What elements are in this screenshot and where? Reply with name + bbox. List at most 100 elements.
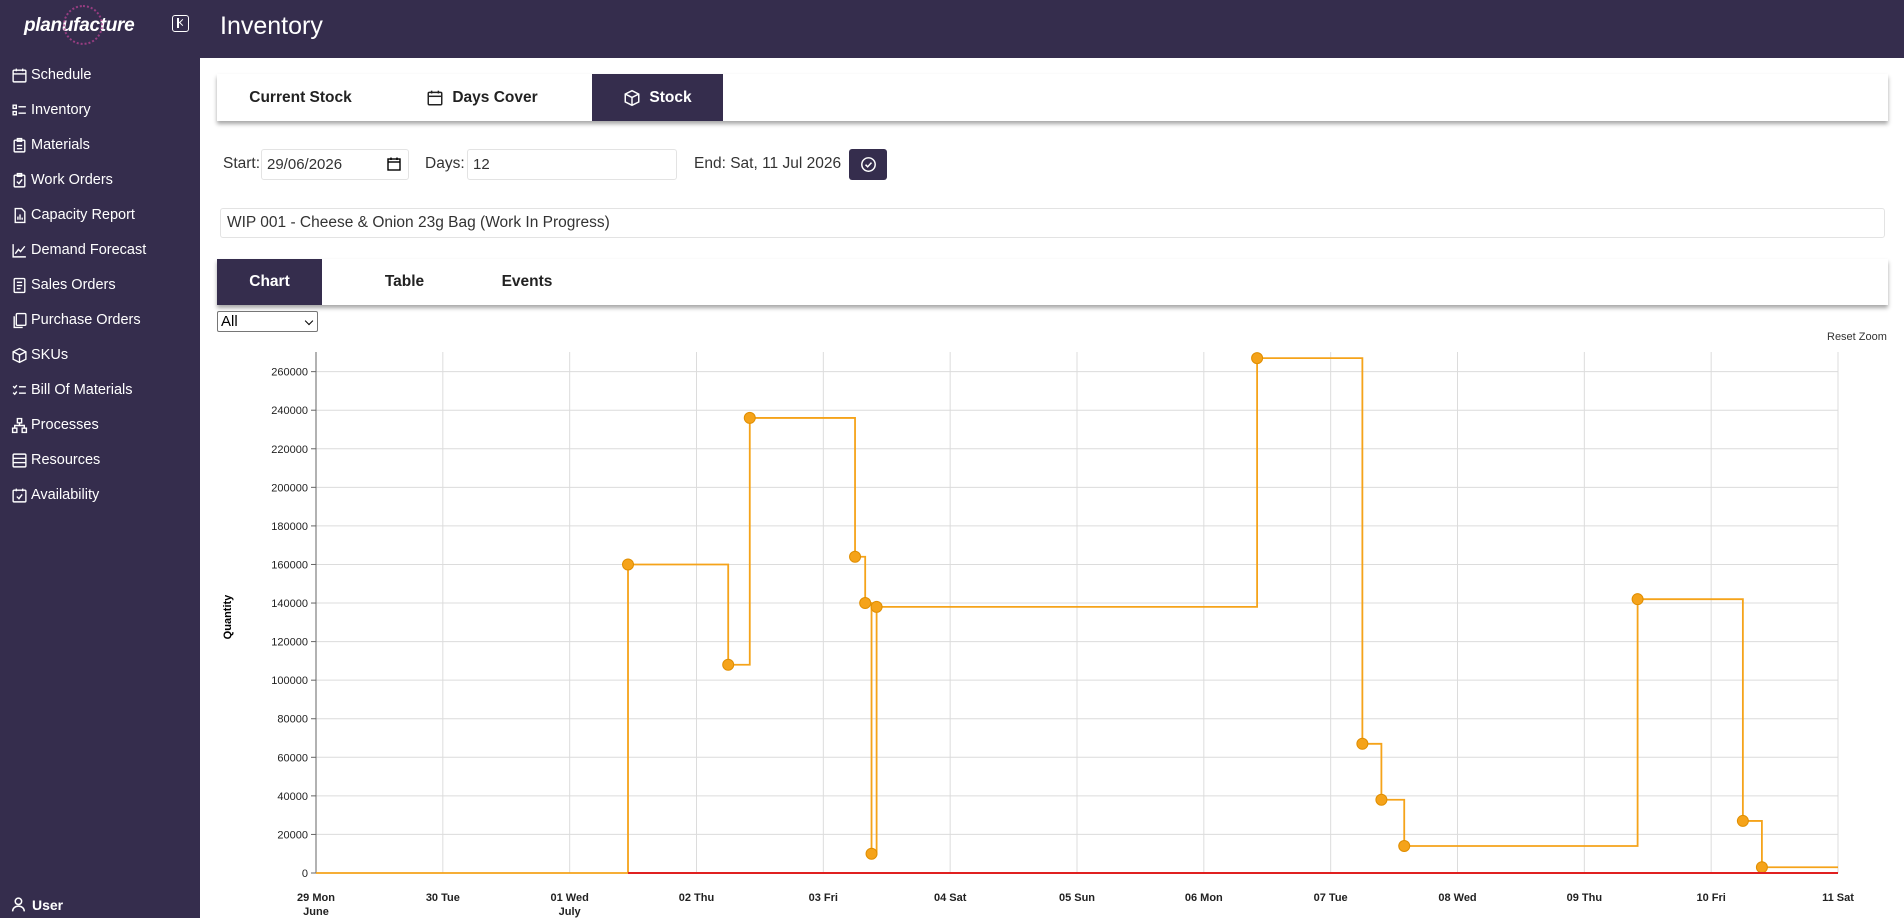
- sidebar-item-label: Inventory: [31, 102, 91, 118]
- sidebar-item-label: Bill Of Materials: [31, 382, 133, 398]
- sidebar-item-work-orders[interactable]: Work Orders: [0, 165, 200, 195]
- chart-axes: 0 20000 40000 60000 80000 100000 120000 140000 1…: [271, 352, 1854, 918]
- clipboard-check-icon: [13, 172, 26, 188]
- reset-zoom-button[interactable]: Reset Zoom: [1827, 331, 1887, 343]
- item-selector[interactable]: WIP 001 - Cheese & Onion 23g Bag (Work I…: [220, 208, 1885, 238]
- sidebar-item-processes[interactable]: Processes: [0, 410, 200, 440]
- y-tick-label: 60000: [277, 752, 308, 764]
- brand-logo[interactable]: planufacture: [24, 5, 135, 46]
- x-tick-label: 04 Sat: [934, 892, 967, 904]
- y-tick-label: 160000: [271, 559, 308, 571]
- apply-button[interactable]: [849, 149, 887, 180]
- stock-data-point: [870, 600, 883, 613]
- y-tick-label: 0: [302, 868, 308, 880]
- logo-ring-icon: [63, 5, 103, 45]
- stock-data-point: [1755, 861, 1768, 874]
- days-label: Days:: [425, 155, 465, 172]
- sidebar-item-capacity-report[interactable]: Capacity Report: [0, 200, 200, 230]
- stock-series-line: [316, 357, 1838, 874]
- y-tick-label: 140000: [271, 598, 308, 610]
- x-tick-label: 05 Sun: [1059, 892, 1095, 904]
- user-icon: [11, 897, 26, 912]
- stock-data-point: [1736, 814, 1749, 827]
- y-axis-label: Quantity: [222, 594, 234, 639]
- sidebar-item-label: Work Orders: [31, 172, 113, 188]
- cube-icon: [624, 89, 640, 106]
- tab-events[interactable]: Events: [467, 259, 587, 305]
- stock-data-point: [622, 558, 635, 571]
- tab-current-stock[interactable]: Current Stock: [217, 74, 384, 121]
- document-icon: [13, 277, 26, 293]
- tab-table[interactable]: Table: [352, 259, 457, 305]
- x-tick-sublabel: June: [303, 906, 329, 918]
- sidebar-item-label: Availability: [31, 487, 100, 503]
- series-filter-select[interactable]: All: [217, 311, 318, 332]
- stack-icon: [12, 452, 27, 468]
- x-tick-label: 01 Wed: [551, 892, 589, 904]
- stock-data-point: [859, 597, 872, 610]
- sidebar-item-schedule[interactable]: Schedule: [0, 60, 200, 90]
- sidebar-item-purchase-orders[interactable]: Purchase Orders: [0, 305, 200, 335]
- checklist-icon: [12, 384, 26, 395]
- collapse-sidebar-icon[interactable]: [172, 15, 189, 32]
- sidebar: planufacture Schedule Inventory Material…: [0, 0, 200, 918]
- user-menu[interactable]: User: [11, 896, 63, 913]
- stock-data-point: [1356, 737, 1369, 750]
- sidebar-item-inventory[interactable]: Inventory: [0, 95, 200, 125]
- flow-icon: [11, 417, 28, 433]
- start-label: Start:: [223, 155, 261, 172]
- y-tick-label: 260000: [271, 367, 308, 379]
- x-tick-label: 09 Thu: [1567, 892, 1602, 904]
- tab-label: Events: [501, 273, 553, 290]
- sidebar-item-resources[interactable]: Resources: [0, 445, 200, 475]
- x-tick-label: 03 Fri: [809, 892, 838, 904]
- x-tick-label: 07 Tue: [1314, 892, 1348, 904]
- user-label: User: [32, 896, 64, 913]
- tab-chart[interactable]: Chart: [217, 259, 322, 305]
- tab-days-cover[interactable]: Days Cover: [417, 74, 547, 121]
- days-input[interactable]: 12: [467, 149, 677, 180]
- sidebar-item-availability[interactable]: Availability: [0, 480, 200, 510]
- y-tick-label: 80000: [277, 714, 308, 726]
- x-tick-label: 29 Mon: [297, 892, 335, 904]
- stock-data-point: [849, 550, 862, 563]
- stock-data-point: [1631, 593, 1644, 606]
- x-tick-sublabel: July: [559, 906, 582, 918]
- y-tick-label: 120000: [271, 637, 308, 649]
- sidebar-item-label: Capacity Report: [31, 207, 135, 223]
- x-tick-label: 11 Sat: [1822, 892, 1854, 904]
- sidebar-item-sales-orders[interactable]: Sales Orders: [0, 270, 200, 300]
- chevron-down-icon: [304, 316, 314, 326]
- calendar-check-icon: [12, 488, 27, 503]
- calendar-icon: [12, 68, 27, 83]
- y-tick-label: 200000: [271, 482, 308, 494]
- y-tick-label: 220000: [271, 444, 308, 456]
- list-icon: [12, 103, 26, 115]
- item-value: WIP 001 - Cheese & Onion 23g Bag (Work I…: [227, 214, 610, 231]
- y-tick-label: 180000: [271, 521, 308, 533]
- sidebar-item-label: Resources: [31, 452, 101, 468]
- chart-series: [316, 352, 1838, 874]
- x-tick-label: 08 Wed: [1438, 892, 1476, 904]
- tab-label: Days Cover: [452, 88, 538, 106]
- sidebar-item-bill-of-materials[interactable]: Bill Of Materials: [0, 375, 200, 405]
- y-tick-label: 100000: [271, 675, 308, 687]
- report-icon: [14, 207, 26, 223]
- stock-chart[interactable]: 0 20000 40000 60000 80000 100000 120000 140000 1…: [200, 340, 1904, 918]
- view-tabs: Chart Table Events: [217, 259, 1888, 305]
- calendar-picker-icon[interactable]: [387, 157, 401, 171]
- stock-data-point: [722, 658, 735, 671]
- tab-stock[interactable]: Stock: [592, 74, 723, 121]
- sidebar-item-materials[interactable]: Materials: [0, 130, 200, 160]
- y-tick-label: 240000: [271, 405, 308, 417]
- line-chart-icon: [12, 243, 26, 258]
- stock-data-point: [1398, 840, 1411, 853]
- sidebar-item-demand-forecast[interactable]: Demand Forecast: [0, 235, 200, 265]
- start-date-input[interactable]: 29/06/2026: [261, 149, 409, 180]
- days-value: 12: [473, 156, 490, 173]
- sidebar-item-label: Materials: [31, 137, 90, 153]
- sidebar-item-skus[interactable]: SKUs: [0, 340, 200, 370]
- check-circle-icon: [860, 157, 876, 172]
- y-tick-label: 20000: [277, 829, 308, 841]
- end-date-text: End: Sat, 11 Jul 2026: [694, 155, 842, 172]
